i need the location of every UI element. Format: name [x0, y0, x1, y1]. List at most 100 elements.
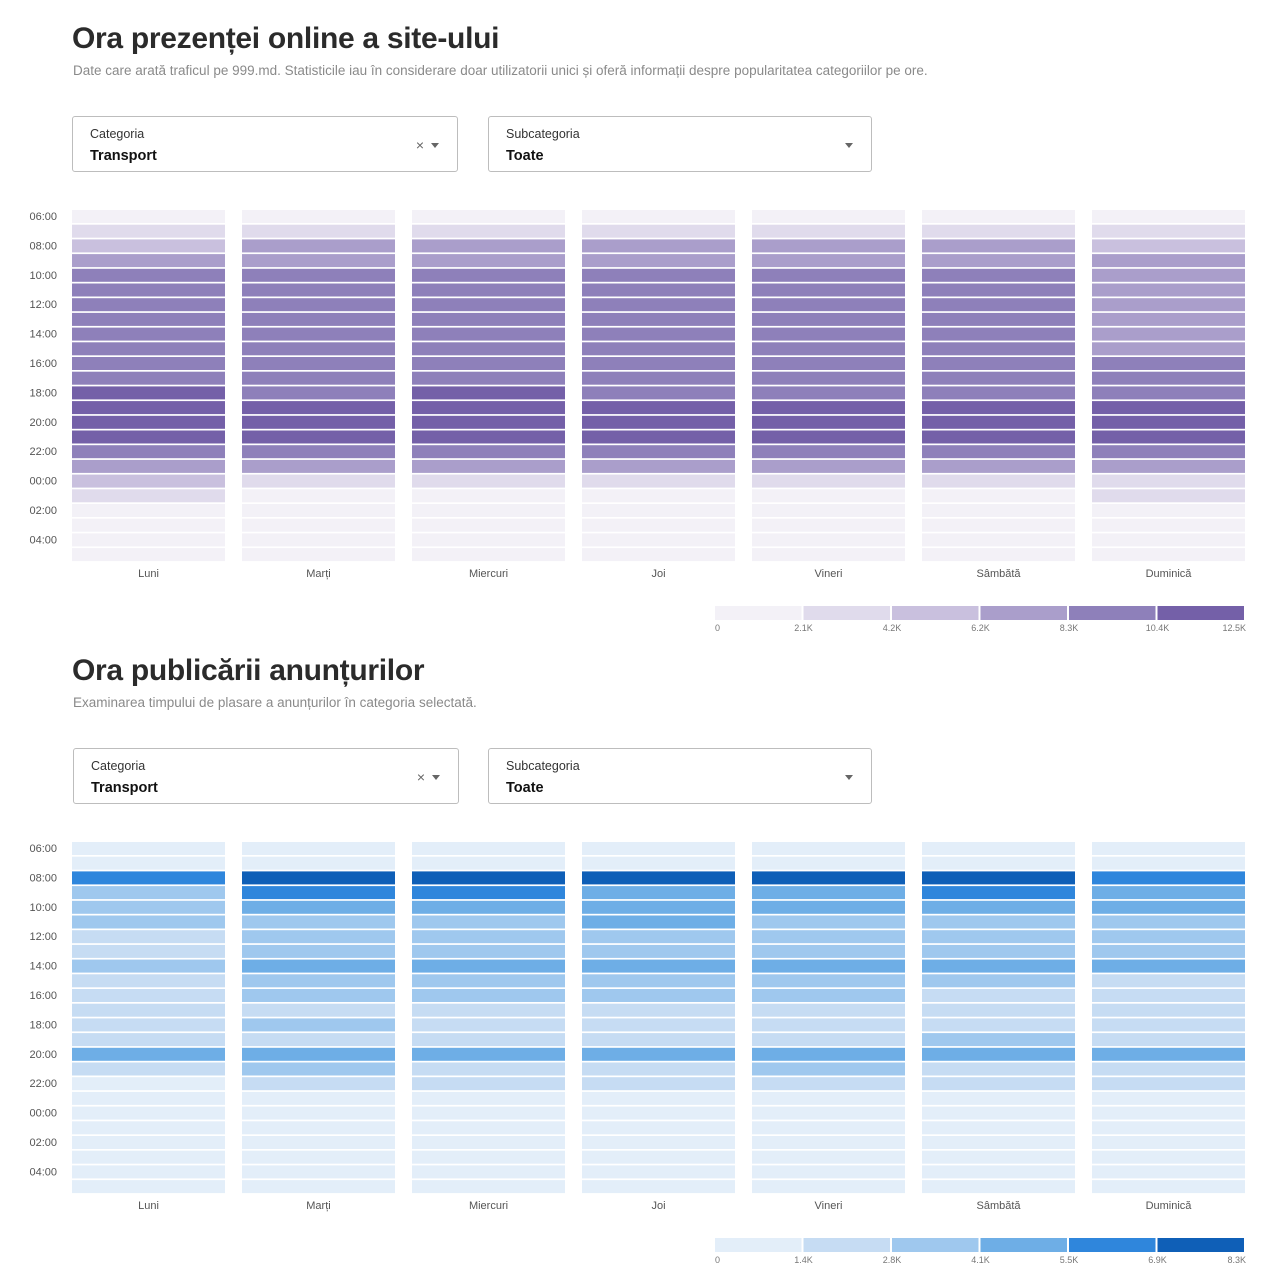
heatmap-cell[interactable] [752, 445, 905, 459]
heatmap-cell[interactable] [412, 342, 565, 356]
heatmap-cell[interactable] [922, 944, 1075, 958]
heatmap-cell[interactable] [242, 371, 395, 385]
heatmap-cell[interactable] [922, 224, 1075, 238]
heatmap-cell[interactable] [752, 386, 905, 400]
heatmap-cell[interactable] [752, 989, 905, 1002]
chevron-down-icon[interactable] [845, 143, 853, 148]
heatmap-cell[interactable] [1092, 1091, 1245, 1105]
heatmap-cell[interactable] [752, 1121, 905, 1135]
heatmap-cell[interactable] [752, 283, 905, 297]
heatmap-cell[interactable] [752, 459, 905, 473]
heatmap-cell[interactable] [412, 1136, 565, 1149]
heatmap-cell[interactable] [922, 371, 1075, 385]
heatmap-cell[interactable] [242, 224, 395, 238]
chevron-down-icon[interactable] [432, 775, 440, 780]
heatmap-cell[interactable] [922, 210, 1075, 223]
heatmap-cell[interactable] [922, 312, 1075, 326]
heatmap-cell[interactable] [582, 989, 735, 1002]
heatmap-cell[interactable] [412, 842, 565, 855]
heatmap-cell[interactable] [412, 298, 565, 312]
heatmap-cell[interactable] [922, 1150, 1075, 1164]
heatmap-cell[interactable] [412, 254, 565, 268]
heatmap-cell[interactable] [582, 430, 735, 444]
heatmap-cell[interactable] [752, 1077, 905, 1091]
heatmap-cell[interactable] [1092, 533, 1245, 547]
heatmap-cell[interactable] [582, 1062, 735, 1076]
heatmap-cell[interactable] [922, 974, 1075, 988]
heatmap-cell[interactable] [412, 239, 565, 253]
heatmap-cell[interactable] [1092, 1047, 1245, 1061]
heatmap-cell[interactable] [242, 1047, 395, 1061]
heatmap-cell[interactable] [1092, 312, 1245, 326]
heatmap-cell[interactable] [412, 415, 565, 429]
heatmap-cell[interactable] [72, 1077, 225, 1091]
heatmap-cell[interactable] [752, 504, 905, 517]
heatmap-cell[interactable] [1092, 1018, 1245, 1032]
heatmap-cell[interactable] [922, 1018, 1075, 1032]
heatmap-cell[interactable] [1092, 371, 1245, 385]
heatmap-cell[interactable] [412, 459, 565, 473]
heatmap-cell[interactable] [242, 989, 395, 1002]
heatmap-cell[interactable] [412, 1121, 565, 1135]
heatmap-cell[interactable] [1092, 357, 1245, 370]
heatmap-cell[interactable] [242, 1062, 395, 1076]
heatmap-cell[interactable] [72, 1091, 225, 1105]
heatmap-cell[interactable] [72, 842, 225, 855]
heatmap-cell[interactable] [242, 1033, 395, 1047]
heatmap-cell[interactable] [72, 445, 225, 459]
heatmap-cell[interactable] [922, 489, 1075, 503]
heatmap-cell[interactable] [1092, 974, 1245, 988]
heatmap-cell[interactable] [412, 445, 565, 459]
heatmap-cell[interactable] [582, 239, 735, 253]
heatmap-cell[interactable] [1092, 856, 1245, 870]
heatmap-cell[interactable] [1092, 224, 1245, 238]
heatmap-cell[interactable] [1092, 298, 1245, 312]
heatmap-cell[interactable] [242, 959, 395, 973]
heatmap-cell[interactable] [242, 283, 395, 297]
heatmap-cell[interactable] [412, 283, 565, 297]
heatmap-cell[interactable] [1092, 1150, 1245, 1164]
heatmap-cell[interactable] [72, 239, 225, 253]
heatmap-cell[interactable] [752, 210, 905, 223]
clear-icon[interactable]: × [415, 137, 424, 153]
heatmap-cell[interactable] [1092, 445, 1245, 459]
heatmap-cell[interactable] [582, 489, 735, 503]
heatmap-cell[interactable] [72, 298, 225, 312]
heatmap-cell[interactable] [242, 489, 395, 503]
heatmap-cell[interactable] [242, 930, 395, 944]
heatmap-cell[interactable] [582, 548, 735, 562]
heatmap-cell[interactable] [752, 974, 905, 988]
heatmap-cell[interactable] [242, 548, 395, 562]
heatmap-cell[interactable] [412, 489, 565, 503]
heatmap-cell[interactable] [922, 254, 1075, 268]
heatmap-cell[interactable] [922, 504, 1075, 517]
heatmap-cell[interactable] [582, 871, 735, 885]
heatmap-cell[interactable] [582, 1003, 735, 1017]
heatmap-cell[interactable] [922, 474, 1075, 488]
heatmap-cell[interactable] [242, 533, 395, 547]
heatmap-cell[interactable] [582, 298, 735, 312]
heatmap-cell[interactable] [72, 327, 225, 341]
heatmap-cell[interactable] [242, 1180, 395, 1194]
heatmap-cell[interactable] [412, 1047, 565, 1061]
heatmap-cell[interactable] [72, 518, 225, 532]
heatmap-cell[interactable] [242, 886, 395, 900]
heatmap-cell[interactable] [922, 1003, 1075, 1017]
heatmap-cell[interactable] [752, 224, 905, 238]
heatmap-cell[interactable] [72, 533, 225, 547]
heatmap-cell[interactable] [412, 871, 565, 885]
heatmap-cell[interactable] [242, 842, 395, 855]
heatmap-cell[interactable] [72, 489, 225, 503]
heatmap-cell[interactable] [582, 386, 735, 400]
heatmap-cell[interactable] [582, 1165, 735, 1179]
heatmap-cell[interactable] [922, 548, 1075, 562]
heatmap-cell[interactable] [922, 298, 1075, 312]
heatmap-cell[interactable] [1092, 842, 1245, 855]
heatmap-cell[interactable] [242, 401, 395, 415]
heatmap-cell[interactable] [582, 1018, 735, 1032]
heatmap-cell[interactable] [72, 1003, 225, 1017]
heatmap-cell[interactable] [752, 548, 905, 562]
heatmap-cell[interactable] [72, 1018, 225, 1032]
heatmap-cell[interactable] [242, 474, 395, 488]
heatmap-cell[interactable] [582, 1077, 735, 1091]
